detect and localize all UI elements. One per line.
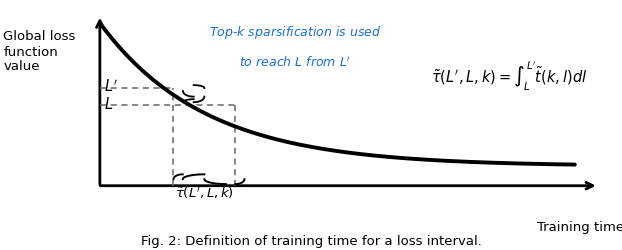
Text: $L'$: $L'$ — [104, 78, 118, 95]
Text: $\tilde{\tau}(L', L, k)$: $\tilde{\tau}(L', L, k)$ — [175, 186, 234, 201]
Text: Training time: Training time — [537, 221, 622, 234]
Text: Fig. 2: Definition of training time for a loss interval.: Fig. 2: Definition of training time for … — [141, 234, 481, 248]
Text: to reach $L$ from $L'$: to reach $L$ from $L'$ — [239, 55, 351, 70]
Text: Global loss
function
value: Global loss function value — [3, 30, 76, 74]
Text: $L$: $L$ — [104, 96, 113, 112]
Text: $\tilde{\tau}(L', L, k) = \int_{L}^{L'} \tilde{t}(k, l)dl$: $\tilde{\tau}(L', L, k) = \int_{L}^{L'} … — [431, 59, 587, 92]
Text: Top-$k$ sparsification is used: Top-$k$ sparsification is used — [209, 24, 381, 41]
